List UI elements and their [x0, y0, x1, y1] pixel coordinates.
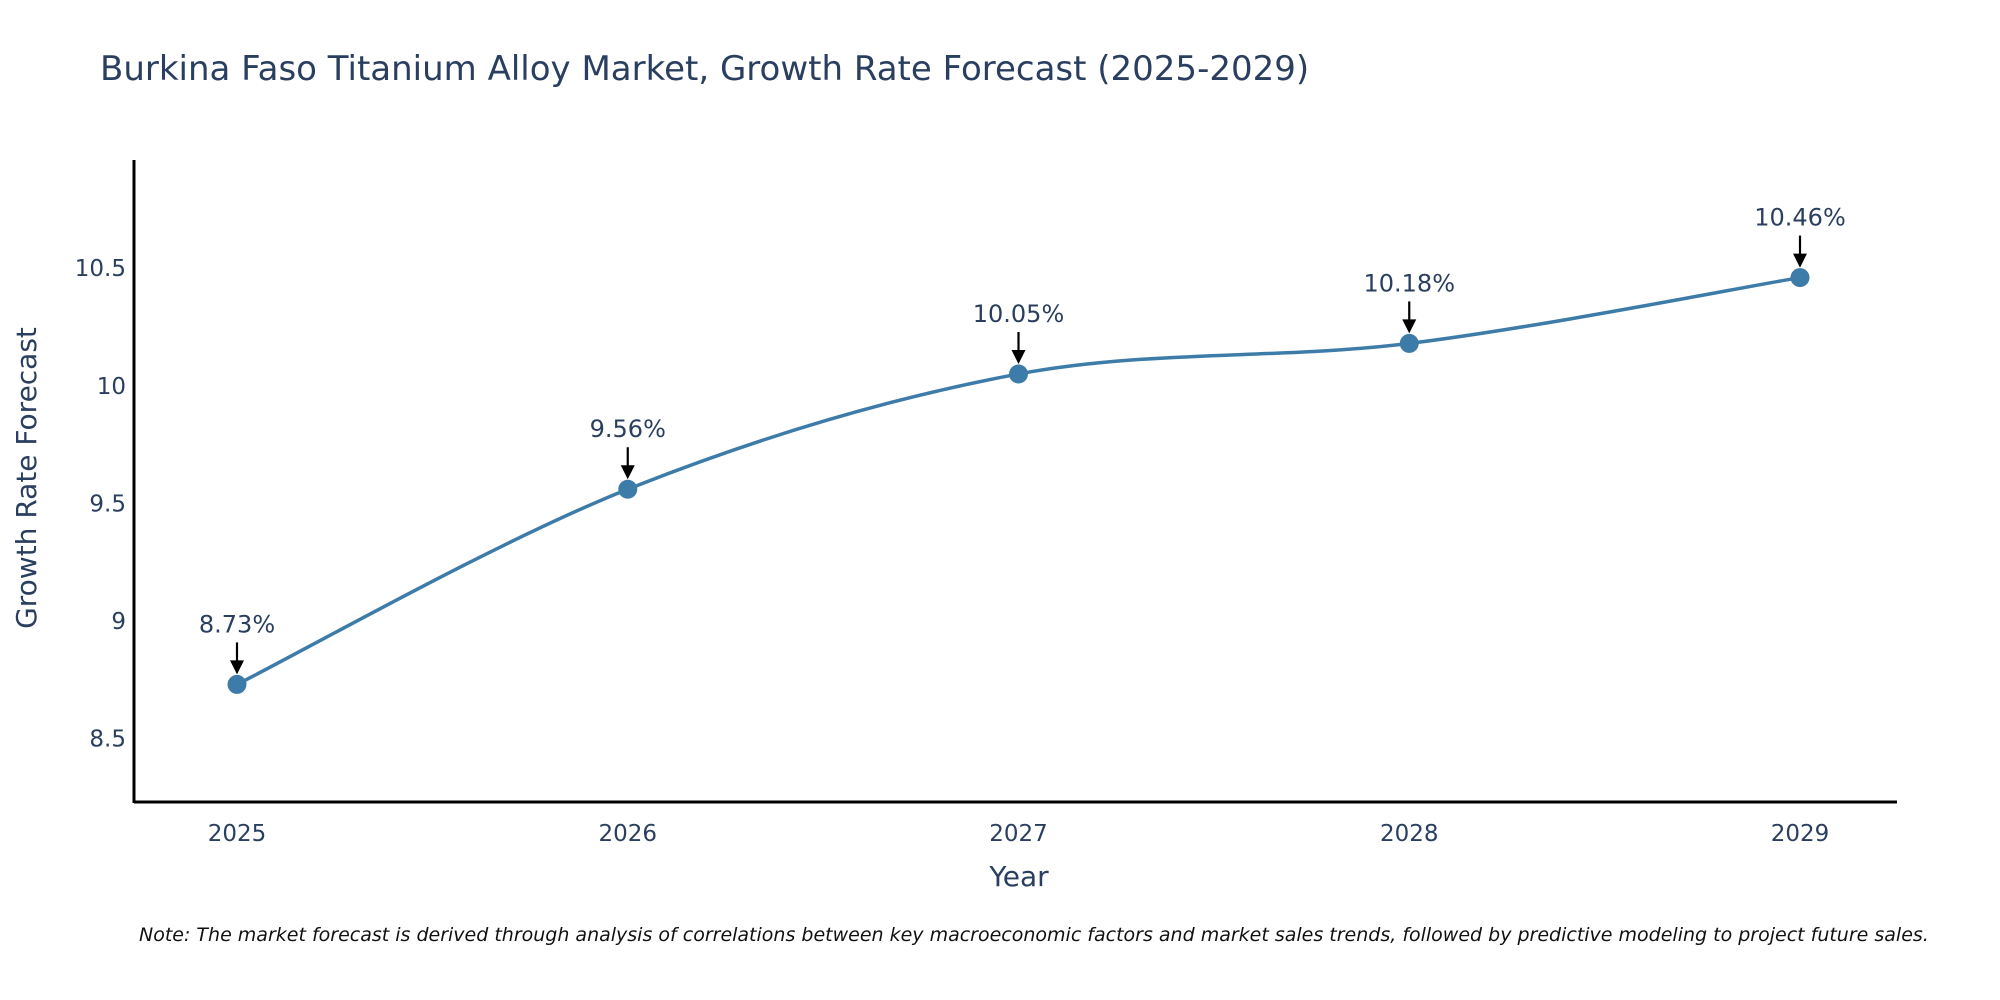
x-tick-label: 2026 — [598, 821, 657, 847]
axes — [132, 160, 1897, 804]
annotation-arrowhead — [1011, 350, 1026, 364]
y-tick-label: 8.5 — [89, 727, 126, 753]
data-annotations: 8.73% 9.56% 10.05% 10.18% 10.46% — [199, 204, 1846, 675]
data-label: 10.46% — [1754, 204, 1846, 232]
x-axis-title: Year — [988, 860, 1049, 893]
y-tick-labels: 8.5 9 9.5 10 10.5 — [75, 256, 126, 752]
y-tick-label: 9 — [111, 609, 126, 635]
data-label: 8.73% — [199, 610, 275, 638]
annotation-arrowhead — [1402, 319, 1417, 334]
data-label: 10.18% — [1363, 269, 1455, 297]
y-tick-label: 9.5 — [89, 491, 126, 517]
annotation-arrowhead — [1793, 253, 1807, 268]
data-point — [227, 674, 247, 694]
y-tick-label: 10 — [97, 374, 126, 400]
data-label: 10.05% — [973, 300, 1065, 328]
data-point — [618, 479, 638, 499]
data-point — [1399, 333, 1419, 353]
x-tick-label: 2028 — [1380, 821, 1439, 847]
data-point — [1009, 364, 1028, 384]
x-tick-labels: 2025 2026 2027 2028 2029 — [208, 821, 1830, 847]
data-point — [1790, 268, 1810, 288]
y-tick-label: 10.5 — [75, 256, 126, 282]
y-axis-title: Growth Rate Forecast — [10, 327, 43, 629]
x-tick-label: 2027 — [989, 821, 1048, 847]
x-tick-label: 2025 — [208, 821, 267, 847]
footnote: Note: The market forecast is derived thr… — [139, 924, 1929, 946]
chart-title: Burkina Faso Titanium Alloy Market, Grow… — [100, 49, 1309, 89]
annotation-arrowhead — [620, 465, 635, 480]
x-tick-label: 2029 — [1771, 821, 1830, 847]
data-label: 9.56% — [590, 415, 666, 443]
annotation-arrowhead — [230, 660, 244, 675]
data-markers — [227, 268, 1810, 694]
